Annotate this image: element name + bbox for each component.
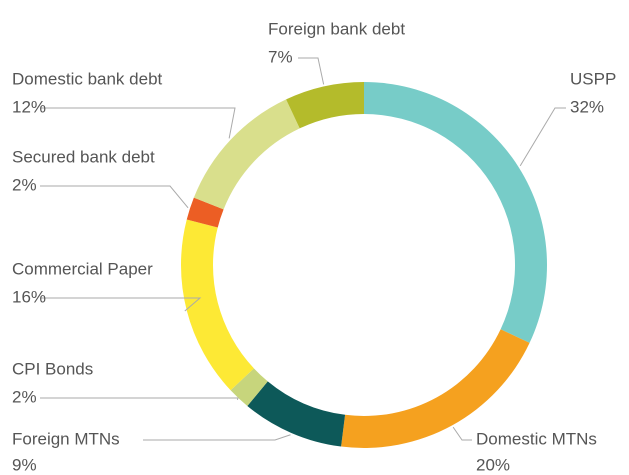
donut-slice — [193, 99, 300, 210]
slice-value: 32% — [570, 97, 604, 116]
donut-slice — [230, 368, 268, 407]
leader-line — [298, 57, 325, 85]
donut-slice — [181, 219, 254, 391]
leader-line — [143, 434, 291, 441]
slice-label: USPP — [570, 69, 616, 88]
slice-value: 2% — [12, 175, 37, 194]
slice-value: 7% — [268, 47, 293, 66]
leader-line — [40, 185, 189, 209]
slice-label: Foreign MTNs — [12, 429, 120, 448]
slice-value: 12% — [12, 97, 46, 116]
leader-line — [40, 297, 202, 312]
slice-value: 20% — [476, 455, 510, 474]
donut-slice — [364, 82, 548, 343]
donut-slice — [286, 82, 364, 129]
slice-label: Foreign bank debt — [268, 19, 405, 38]
slice-label: Domestic MTNs — [476, 429, 597, 448]
leader-line — [40, 107, 236, 139]
leader-line — [519, 107, 566, 167]
slice-label: Secured bank debt — [12, 147, 155, 166]
slice-value: 16% — [12, 287, 46, 306]
donut-slice — [186, 197, 224, 228]
donut-slice — [247, 381, 346, 447]
slice-label: Domestic bank debt — [12, 69, 163, 88]
leader-line — [452, 426, 472, 441]
slice-value: 2% — [12, 387, 37, 406]
leader-line — [40, 397, 239, 401]
slice-label: Commercial Paper — [12, 259, 153, 278]
slice-label: CPI Bonds — [12, 359, 93, 378]
slice-value: 9% — [12, 455, 37, 474]
donut-slice — [341, 329, 530, 448]
